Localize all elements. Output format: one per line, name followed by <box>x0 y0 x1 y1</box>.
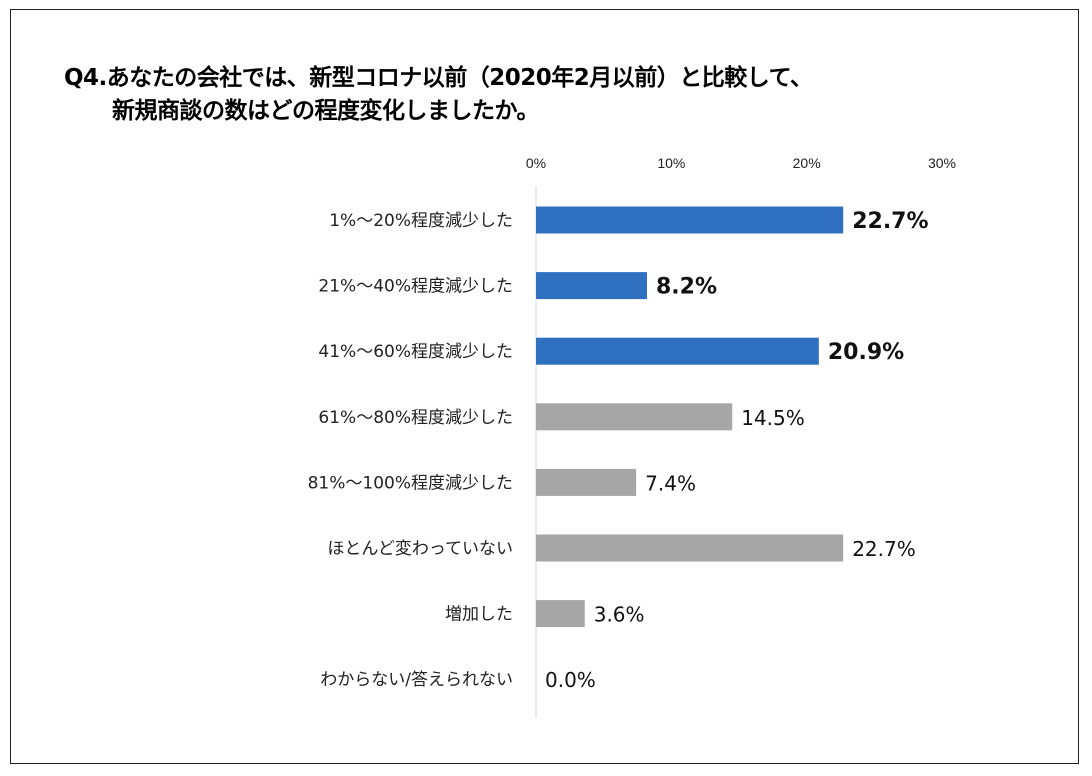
title-line-1: Q4.あなたの会社では、新型コロナ以前（2020年2月以前）と比較して、 <box>64 65 813 91</box>
category-label: 21%～40%程度減少した <box>318 277 513 297</box>
data-label: 22.7% <box>852 209 928 234</box>
bar <box>536 337 819 365</box>
category-label: わからない/答えられない <box>320 670 513 690</box>
data-label: 22.7% <box>852 537 916 561</box>
x-tick-label: 10% <box>657 155 685 171</box>
x-tick-label: 30% <box>928 155 956 171</box>
category-label: 41%～60%程度減少した <box>318 342 513 362</box>
bar <box>536 468 637 496</box>
x-tick-label: 20% <box>793 155 821 171</box>
category-label: 増加した <box>445 605 513 625</box>
data-label: 7.4% <box>645 471 696 495</box>
category-label: 1%～20%程度減少した <box>329 211 513 231</box>
data-label: 20.9% <box>828 340 904 365</box>
bar <box>536 272 647 300</box>
chart-title: Q4.あなたの会社では、新型コロナ以前（2020年2月以前）と比較して、 新規商… <box>64 62 813 128</box>
data-label: 0.0% <box>545 668 596 692</box>
data-label: 14.5% <box>741 406 805 430</box>
bar <box>536 534 844 562</box>
bar <box>536 206 844 234</box>
category-label: 81%～100%程度減少した <box>308 473 513 493</box>
data-label: 8.2% <box>656 275 717 300</box>
category-label: ほとんど変わっていない <box>327 539 513 559</box>
x-tick-label: 0% <box>526 155 546 171</box>
category-label: 61%～80%程度減少した <box>318 408 513 428</box>
data-label: 3.6% <box>594 603 645 627</box>
bar <box>536 600 585 628</box>
chart-frame <box>10 9 1079 764</box>
title-line-2: 新規商談の数はどの程度変化しましたか。 <box>112 98 540 124</box>
bar <box>536 403 733 431</box>
